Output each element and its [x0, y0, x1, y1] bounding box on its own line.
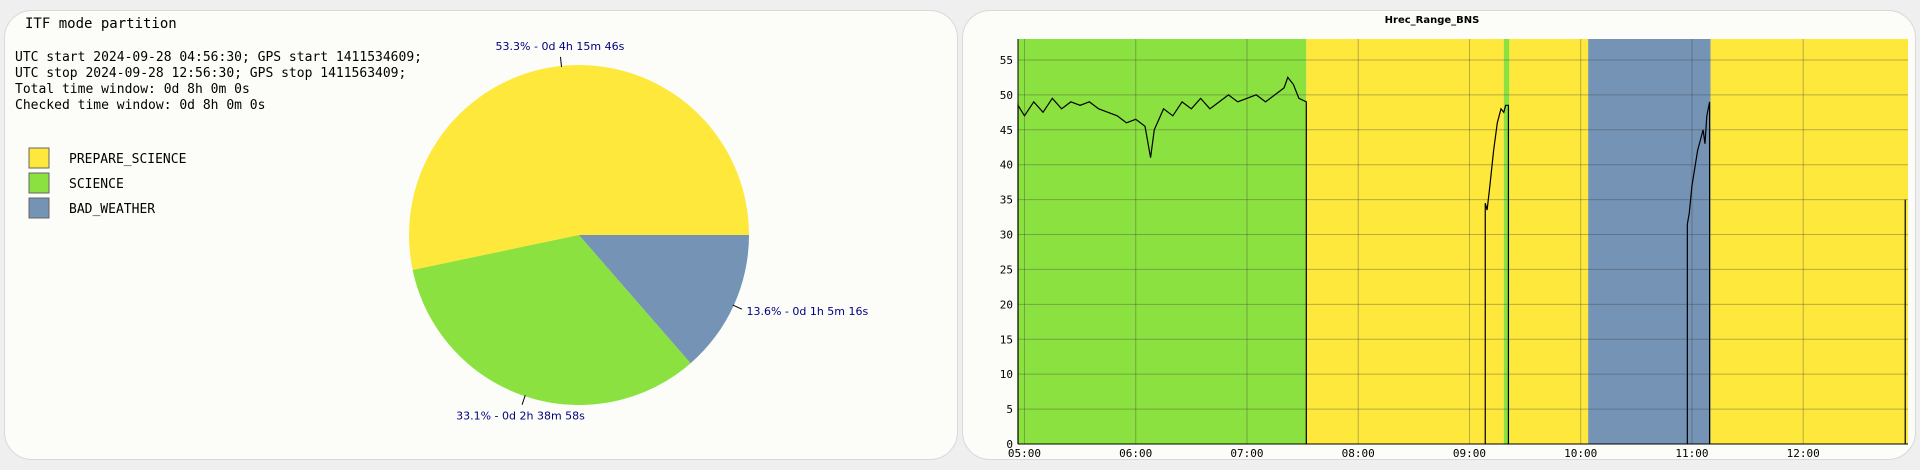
- info-line-2: UTC stop 2024-09-28 12:56:30; GPS stop 1…: [15, 66, 406, 81]
- y-tick-label: 0: [1006, 438, 1013, 451]
- pie-chart: ITF mode partition UTC start 2024-09-28 …: [15, 16, 869, 422]
- y-tick-label: 15: [1000, 333, 1013, 346]
- legend-label-science: SCIENCE: [69, 177, 124, 192]
- mode-band-prepare-science: [1710, 39, 1908, 444]
- pie-slice-prepare-science: [409, 64, 749, 270]
- mode-band-prepare-science: [1306, 39, 1504, 444]
- axes: [1017, 39, 1908, 445]
- series-line: [1017, 76, 1906, 444]
- mode-band-science: [1018, 39, 1307, 444]
- mode-band-prepare-science: [1509, 39, 1589, 444]
- mode-band-science: [1503, 39, 1510, 444]
- pie-label-bad-weather: 13.6% - 0d 1h 5m 16s: [746, 305, 868, 318]
- y-tick-label: 20: [1000, 298, 1013, 311]
- y-tick-label: 5: [1006, 403, 1013, 416]
- series-segment: [1484, 104, 1510, 444]
- mode-partition-panel: ITF mode partition UTC start 2024-09-28 …: [4, 10, 958, 460]
- legend-label-prepare-science: PREPARE_SCIENCE: [69, 152, 186, 167]
- x-tick-label: 10:00: [1564, 447, 1597, 460]
- y-tick-label: 10: [1000, 368, 1013, 381]
- pie-slices: [409, 64, 749, 406]
- pie-label-prepare-science: 53.3% - 0d 4h 15m 46s: [496, 40, 625, 53]
- info-line-3: Total time window: 0d 8h 0m 0s: [15, 82, 250, 97]
- pie-slice-bad-weather: [579, 235, 749, 364]
- legend-swatch-bad-weather: [28, 197, 50, 219]
- y-tick-label: 45: [1000, 124, 1013, 137]
- y-tick-label: 25: [1000, 263, 1013, 276]
- grid-lines: [1018, 39, 1908, 445]
- info-line-1: UTC start 2024-09-28 04:56:30; GPS start…: [15, 50, 422, 65]
- line-chart: Hrec_Range_BNS 0 5 10 15 20 25 30 35 40 45 50 55 05…: [1000, 15, 1908, 460]
- x-tick-label: 12:00: [1787, 447, 1820, 460]
- x-tick-label: 05:00: [1008, 447, 1041, 460]
- y-tick-labels: 0 5 10 15 20 25 30 35 40 45 50 55: [1000, 54, 1013, 451]
- y-tick-label: 30: [1000, 229, 1013, 242]
- pie-labels: 53.3% - 0d 4h 15m 46s 33.1% - 0d 2h 38m 5…: [456, 40, 868, 422]
- mode-band-bad-weather: [1588, 39, 1711, 444]
- y-tick-label: 40: [1000, 159, 1013, 172]
- range-chart-panel: Hrec_Range_BNS 0 5 10 15 20 25 30 35 40 45 50 55 05…: [962, 10, 1916, 460]
- x-tick-label: 11:00: [1675, 447, 1708, 460]
- pie-leader-science: [521, 395, 526, 405]
- y-tick-label: 50: [1000, 89, 1013, 102]
- info-line-4: Checked time window: 0d 8h 0m 0s: [15, 98, 265, 113]
- mode-bands: [1018, 39, 1908, 444]
- x-tick-labels: 05:00 06:00 07:00 08:00 09:00 10:00 11:00 12:00: [1008, 447, 1820, 460]
- legend-swatch-science: [28, 172, 50, 194]
- x-tick-label: 07:00: [1230, 447, 1263, 460]
- legend-swatch-prepare-science: [28, 147, 50, 169]
- pie-slice-science: [412, 235, 691, 406]
- pie-leader-bad-weather: [732, 304, 743, 310]
- legend-label-bad-weather: BAD_WEATHER: [69, 202, 155, 217]
- x-tick-label: 06:00: [1119, 447, 1152, 460]
- y-tick-label: 55: [1000, 54, 1013, 67]
- series-segment: [1017, 76, 1307, 444]
- x-tick-label: 08:00: [1342, 447, 1375, 460]
- pie-leader-prepare-science: [559, 56, 563, 67]
- y-tick-label: 35: [1000, 194, 1013, 207]
- panel-title: ITF mode partition: [25, 16, 177, 32]
- x-tick-label: 09:00: [1453, 447, 1486, 460]
- chart-title: Hrec_Range_BNS: [1385, 15, 1480, 26]
- pie-label-science: 33.1% - 0d 2h 38m 58s: [456, 409, 585, 422]
- series-segment: [1686, 101, 1711, 444]
